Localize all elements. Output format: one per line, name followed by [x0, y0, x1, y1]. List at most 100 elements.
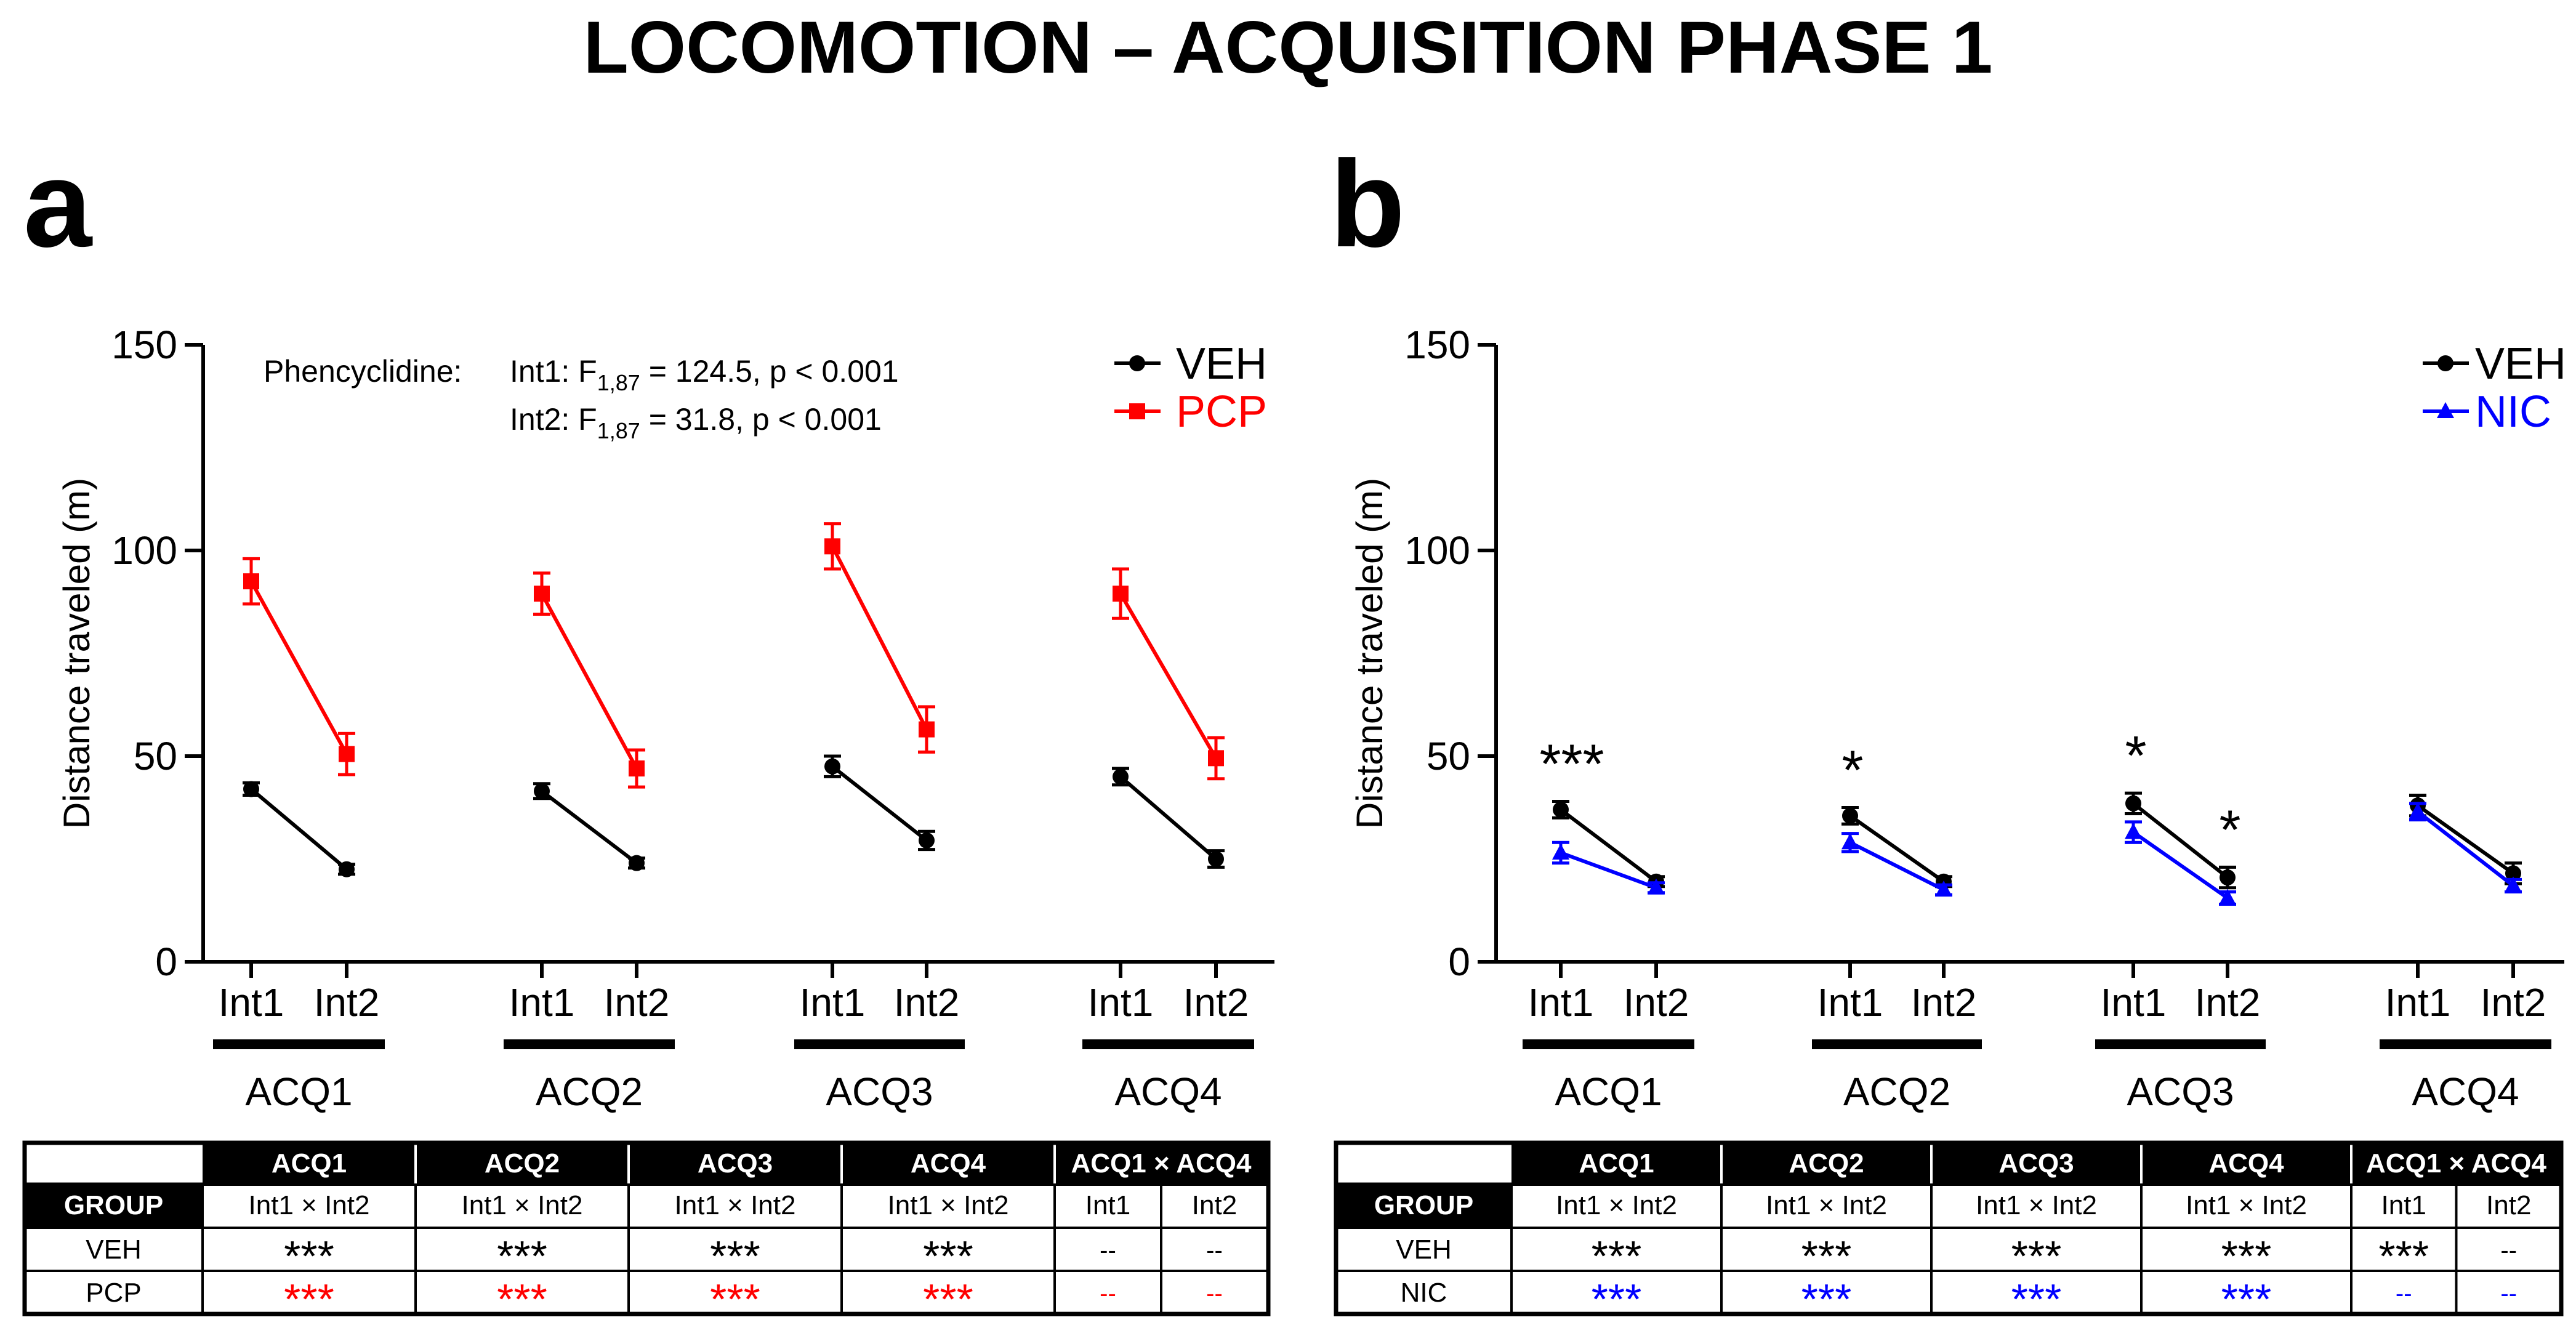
group-bracket	[794, 1039, 965, 1049]
series-line-nic	[2132, 831, 2229, 900]
table-cell-value: ***	[1592, 1275, 1642, 1323]
table-subheader: Int2	[1192, 1190, 1237, 1220]
table-group-header: GROUP	[64, 1190, 163, 1220]
series-line-veh	[1119, 775, 1217, 861]
series-line-veh	[1849, 814, 1945, 884]
x-tick-label: Int2	[1624, 980, 1689, 1025]
legend-label: PCP	[1176, 387, 1267, 437]
data-point-pcp	[534, 586, 550, 602]
series-line-pcp	[1119, 592, 1218, 759]
table-header: ACQ1 × ACQ4	[1071, 1148, 1252, 1179]
x-tick-label: Int2	[2195, 980, 2261, 1025]
table-cell-value: ***	[497, 1232, 547, 1280]
stats-text: Int1: F	[510, 354, 597, 389]
x-tick-label: Int2	[2481, 980, 2546, 1025]
data-point-pcp	[1113, 586, 1129, 602]
panel-label-b: b	[1330, 135, 1405, 273]
legend-marker	[1129, 403, 1145, 419]
group-label: ACQ1	[245, 1070, 352, 1114]
x-tick-label: Int1	[509, 980, 575, 1025]
table-cell-value: --	[1100, 1237, 1116, 1264]
group-bracket	[1812, 1039, 1982, 1049]
data-point-veh	[1842, 807, 1858, 824]
data-point-veh	[1113, 768, 1129, 785]
series-line-veh	[831, 765, 928, 842]
group-bracket	[1082, 1039, 1254, 1049]
table-cell-value: ***	[497, 1275, 547, 1323]
group-bracket	[1523, 1039, 1694, 1049]
x-tick-label: Int1	[2385, 980, 2451, 1025]
stats-subscript: 1,87	[597, 418, 640, 443]
table-header: ACQ4	[911, 1148, 986, 1179]
table-row-group: VEH	[1396, 1235, 1451, 1265]
series-line-nic	[1849, 840, 1945, 892]
y-tick-label: 100	[111, 528, 177, 573]
table-group-header-cell	[1336, 1185, 1511, 1228]
table-cell-value: ***	[710, 1275, 760, 1323]
data-point-nic	[2125, 823, 2142, 839]
data-point-veh	[2125, 795, 2141, 812]
table-cell-value: ***	[1801, 1275, 1852, 1323]
data-point-pcp	[339, 746, 355, 762]
table-subheader: Int1 × Int2	[462, 1190, 583, 1220]
group-bracket	[2095, 1039, 2266, 1049]
table-subheader: Int1 × Int2	[675, 1190, 796, 1220]
table-cell-value: ***	[2011, 1275, 2062, 1323]
x-tick-label: Int2	[1911, 980, 1977, 1025]
group-bracket	[504, 1039, 675, 1049]
group-label: ACQ3	[826, 1070, 933, 1114]
data-point-pcp	[824, 538, 840, 555]
data-point-nic	[2219, 889, 2236, 905]
x-tick-label: Int2	[314, 980, 380, 1025]
table-border	[1334, 1140, 2564, 1316]
table-subheader: Int1	[1085, 1190, 1130, 1220]
data-point-veh	[919, 832, 935, 848]
table-subheader: Int1	[2381, 1190, 2426, 1220]
group-bracket	[2380, 1039, 2551, 1049]
series-line-nic	[2417, 810, 2514, 887]
x-tick-label: Int1	[219, 980, 284, 1025]
table-cell-value: ***	[2378, 1232, 2429, 1280]
table-header-band	[203, 1143, 1268, 1185]
data-point-veh	[824, 758, 840, 775]
table-subheader: Int1 × Int2	[888, 1190, 1009, 1220]
data-point-nic	[1935, 881, 1952, 897]
data-point-pcp	[1208, 750, 1224, 767]
table-cell-value: ***	[1801, 1232, 1852, 1280]
x-tick-label: Int2	[1183, 980, 1249, 1025]
series-line-pcp	[540, 592, 638, 770]
table-subheader: Int1 × Int2	[249, 1190, 370, 1220]
y-axis-title: Distance traveled (m)	[56, 478, 97, 829]
stats-table: ACQ1 ACQ2 ACQ3 ACQ4 ACQ1 × ACQ4 GROUP Int1 × I…	[22, 1140, 1271, 1323]
table-cell-value: ***	[2011, 1232, 2062, 1280]
series-line-pcp	[249, 580, 348, 756]
x-tick-label: Int2	[604, 980, 670, 1025]
y-axis-title: Distance traveled (m)	[1349, 478, 1390, 829]
table-header: ACQ4	[2208, 1148, 2284, 1179]
y-tick-label: 100	[1404, 528, 1470, 573]
table-group-header-cell	[25, 1185, 203, 1228]
data-point-veh	[339, 861, 355, 877]
stats-text: Int2: F	[510, 402, 597, 437]
data-point-nic	[2409, 802, 2426, 819]
figure-title: LOCOMOTION – ACQUISITION PHASE 1	[583, 6, 1992, 89]
table-subheader: Int2	[2486, 1190, 2531, 1220]
table-header: ACQ1 × ACQ4	[2366, 1148, 2547, 1179]
table-subheader: Int1 × Int2	[1766, 1190, 1887, 1220]
table-row-group: VEH	[86, 1235, 141, 1265]
series-line-nic	[1560, 851, 1657, 890]
data-point-pcp	[919, 721, 935, 738]
significance-marker: *	[2219, 799, 2240, 861]
group-label: ACQ4	[2412, 1070, 2519, 1114]
data-point-veh	[1553, 801, 1569, 818]
legend-label: NIC	[2475, 387, 2551, 437]
table-cell-value: ***	[710, 1232, 760, 1280]
stats-line: Int2: F1,87 = 31.8, p < 0.001	[510, 402, 882, 443]
panel-label-a: a	[23, 135, 93, 273]
table-cell-value: ***	[2221, 1232, 2272, 1280]
table-row-group: NIC	[1401, 1278, 1447, 1308]
legend-marker	[2437, 402, 2454, 418]
table-cell-value: ***	[1592, 1232, 1642, 1280]
data-point-veh	[629, 855, 645, 871]
